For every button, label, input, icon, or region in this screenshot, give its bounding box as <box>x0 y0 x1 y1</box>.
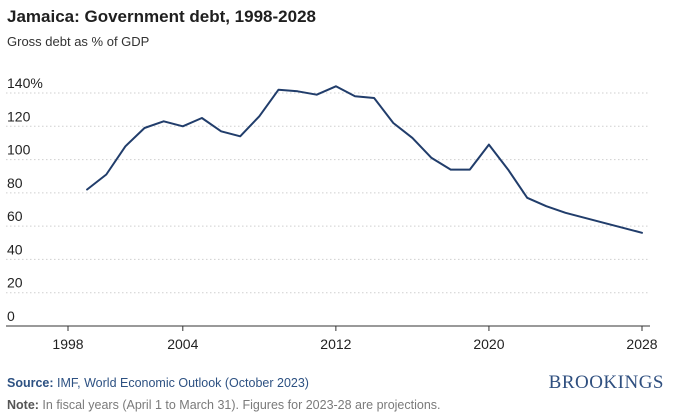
y-tick-label-140: 140% <box>7 75 43 91</box>
x-tick-label-2012: 2012 <box>320 336 351 352</box>
note-label: Note: <box>7 398 39 412</box>
y-tick-label-60: 60 <box>7 208 23 224</box>
x-tick-label-2028: 2028 <box>626 336 657 352</box>
y-tick-label-100: 100 <box>7 142 31 158</box>
y-tick-label-40: 40 <box>7 241 23 257</box>
series-line-0 <box>86 85 643 234</box>
chart-subtitle: Gross debt as % of GDP <box>7 34 150 49</box>
x-tick-label-1998: 1998 <box>52 336 83 352</box>
x-tick-label-2004: 2004 <box>167 336 198 352</box>
note-line: Note: In fiscal years (April 1 to March … <box>7 398 441 412</box>
source-line: Source: IMF, World Economic Outlook (Oct… <box>7 376 309 390</box>
y-tick-label-0: 0 <box>7 308 15 324</box>
source-text: IMF, World Economic Outlook (October 202… <box>53 376 309 390</box>
y-tick-label-120: 120 <box>7 108 31 124</box>
source-label: Source: <box>7 376 54 390</box>
x-tick-label-2020: 2020 <box>473 336 504 352</box>
line-chart: 0 20 40 60 80 100 120 140% 1998 2004 2012 2020 2028 <box>6 75 658 352</box>
y-tick-label-20: 20 <box>7 275 23 291</box>
chart-title: Jamaica: Government debt, 1998-2028 <box>7 7 316 26</box>
y-tick-label-80: 80 <box>7 175 23 191</box>
note-text: In fiscal years (April 1 to March 31). F… <box>38 398 441 412</box>
brookings-logo: BROOKINGS <box>548 372 664 393</box>
